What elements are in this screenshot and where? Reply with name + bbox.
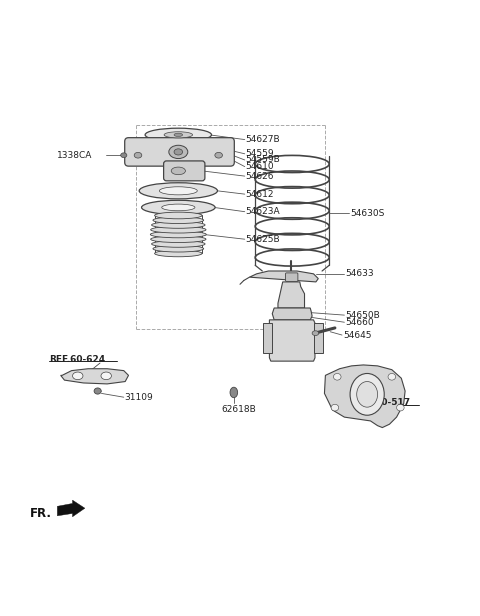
Ellipse shape	[142, 200, 215, 214]
Text: 54660: 54660	[345, 318, 374, 326]
Text: 54559: 54559	[246, 149, 274, 158]
Polygon shape	[313, 323, 323, 353]
Ellipse shape	[72, 372, 83, 379]
Ellipse shape	[155, 250, 202, 257]
Ellipse shape	[159, 187, 197, 195]
Ellipse shape	[334, 373, 341, 380]
Ellipse shape	[331, 404, 339, 411]
Polygon shape	[324, 365, 405, 428]
Ellipse shape	[162, 204, 195, 211]
Text: 54610: 54610	[246, 162, 274, 171]
Text: 54626: 54626	[246, 172, 274, 180]
Ellipse shape	[101, 372, 111, 379]
FancyBboxPatch shape	[125, 137, 234, 166]
Ellipse shape	[174, 133, 182, 137]
Ellipse shape	[357, 381, 378, 407]
Polygon shape	[250, 271, 318, 282]
Polygon shape	[263, 323, 272, 353]
Ellipse shape	[396, 404, 404, 411]
Polygon shape	[269, 320, 315, 361]
Polygon shape	[278, 282, 304, 308]
Text: 54650B: 54650B	[345, 310, 380, 320]
Text: FR.: FR.	[30, 508, 52, 521]
Ellipse shape	[145, 128, 212, 142]
Text: 54645: 54645	[343, 331, 372, 339]
Text: 31109: 31109	[125, 392, 154, 402]
Ellipse shape	[230, 387, 238, 398]
Text: 54627B: 54627B	[246, 135, 280, 144]
Text: 62618B: 62618B	[221, 405, 256, 414]
Text: 54625B: 54625B	[246, 235, 280, 244]
Ellipse shape	[120, 153, 127, 158]
Ellipse shape	[350, 373, 384, 415]
Ellipse shape	[152, 222, 205, 229]
Text: 1338CA: 1338CA	[57, 151, 93, 160]
Polygon shape	[272, 308, 312, 320]
Ellipse shape	[139, 183, 217, 199]
Ellipse shape	[174, 149, 182, 155]
FancyBboxPatch shape	[286, 273, 298, 282]
Ellipse shape	[169, 145, 188, 158]
Ellipse shape	[152, 241, 205, 247]
FancyBboxPatch shape	[164, 161, 205, 181]
Ellipse shape	[94, 388, 101, 394]
Text: 54612: 54612	[246, 190, 274, 198]
Ellipse shape	[155, 212, 202, 219]
Ellipse shape	[215, 152, 222, 158]
Ellipse shape	[150, 231, 206, 238]
Ellipse shape	[153, 245, 204, 252]
Ellipse shape	[153, 217, 204, 224]
Ellipse shape	[134, 152, 142, 158]
Ellipse shape	[164, 132, 192, 138]
Ellipse shape	[171, 167, 185, 175]
Text: REF.50-517: REF.50-517	[354, 399, 410, 407]
Polygon shape	[60, 369, 129, 384]
Text: 54559B: 54559B	[246, 155, 280, 164]
Text: REF.60-624: REF.60-624	[49, 355, 106, 363]
Text: 54633: 54633	[345, 269, 374, 278]
Text: 54623A: 54623A	[246, 207, 280, 216]
Ellipse shape	[312, 331, 319, 336]
Ellipse shape	[151, 227, 206, 233]
Polygon shape	[57, 500, 85, 517]
Ellipse shape	[151, 236, 206, 243]
Ellipse shape	[388, 373, 396, 380]
Text: 54630S: 54630S	[350, 209, 384, 217]
